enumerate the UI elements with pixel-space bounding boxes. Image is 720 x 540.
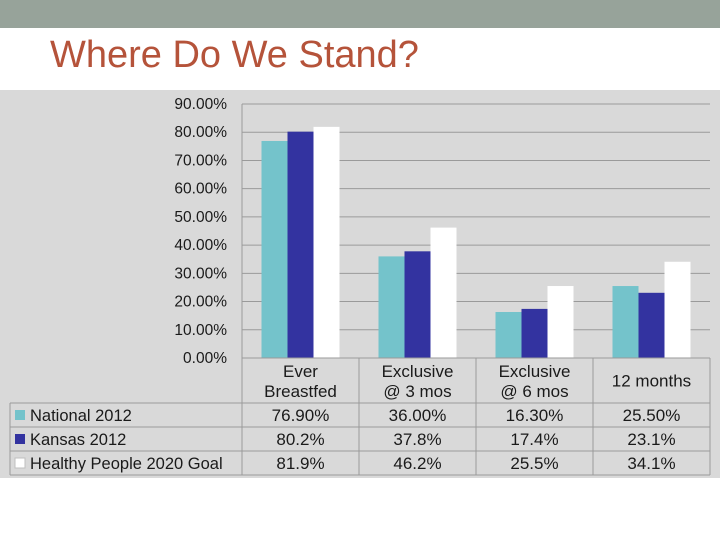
y-tick-label: 70.00%: [174, 152, 227, 169]
y-tick-label: 20.00%: [174, 294, 227, 311]
y-tick-label: 60.00%: [174, 181, 227, 198]
bar: [664, 261, 691, 358]
bar: [495, 311, 522, 358]
bar: [638, 292, 665, 358]
bar: [430, 227, 457, 358]
category-label: Exclusive @ 3 mos: [382, 362, 454, 401]
data-label: 81.9%: [276, 454, 324, 473]
data-label: 80.2%: [276, 430, 324, 449]
category-label: 12 months: [612, 372, 691, 391]
y-tick-label: 10.00%: [174, 322, 227, 339]
legend-label: Healthy People 2020 Goal: [30, 455, 223, 473]
data-label: 25.5%: [510, 454, 558, 473]
y-tick-label: 50.00%: [174, 209, 227, 226]
data-label: 37.8%: [393, 430, 441, 449]
bar: [287, 131, 314, 358]
bar-chart: 0.00% 10.00% 20.00% 30.00% 40.00% 50.00% 60.00…: [9, 96, 711, 476]
category-label: Exclusive @ 6 mos: [499, 362, 571, 401]
y-tick-label: 80.00%: [174, 124, 227, 141]
bar: [404, 251, 431, 358]
bar: [313, 126, 340, 358]
data-label: 17.4%: [510, 430, 558, 449]
data-label: 76.90%: [272, 406, 330, 425]
legend-swatch: [15, 434, 25, 444]
y-tick-label: 40.00%: [174, 237, 227, 254]
legend-swatch: [14, 457, 26, 469]
bar: [521, 308, 548, 358]
category-label: Ever Breastfed: [264, 362, 337, 401]
bar: [612, 286, 639, 358]
bar: [261, 140, 288, 358]
legend-swatch: [15, 410, 25, 420]
data-label: 16.30%: [506, 406, 564, 425]
y-tick-label: 30.00%: [174, 265, 227, 282]
data-label: 46.2%: [393, 454, 441, 473]
data-label: 34.1%: [627, 454, 675, 473]
chart-panel: 0.00% 10.00% 20.00% 30.00% 40.00% 50.00% 60.00…: [0, 90, 720, 478]
bar: [547, 286, 574, 358]
top-bar: [0, 0, 720, 28]
y-tick-label: 0.00%: [183, 350, 227, 367]
data-label: 36.00%: [389, 406, 447, 425]
legend-label: National 2012: [30, 407, 132, 425]
legend-label: Kansas 2012: [30, 431, 126, 449]
data-label: 25.50%: [623, 406, 681, 425]
y-tick-label: 90.00%: [174, 96, 227, 113]
bar: [378, 256, 405, 358]
data-label: 23.1%: [627, 430, 675, 449]
slide-title: Where Do We Stand?: [50, 34, 419, 76]
